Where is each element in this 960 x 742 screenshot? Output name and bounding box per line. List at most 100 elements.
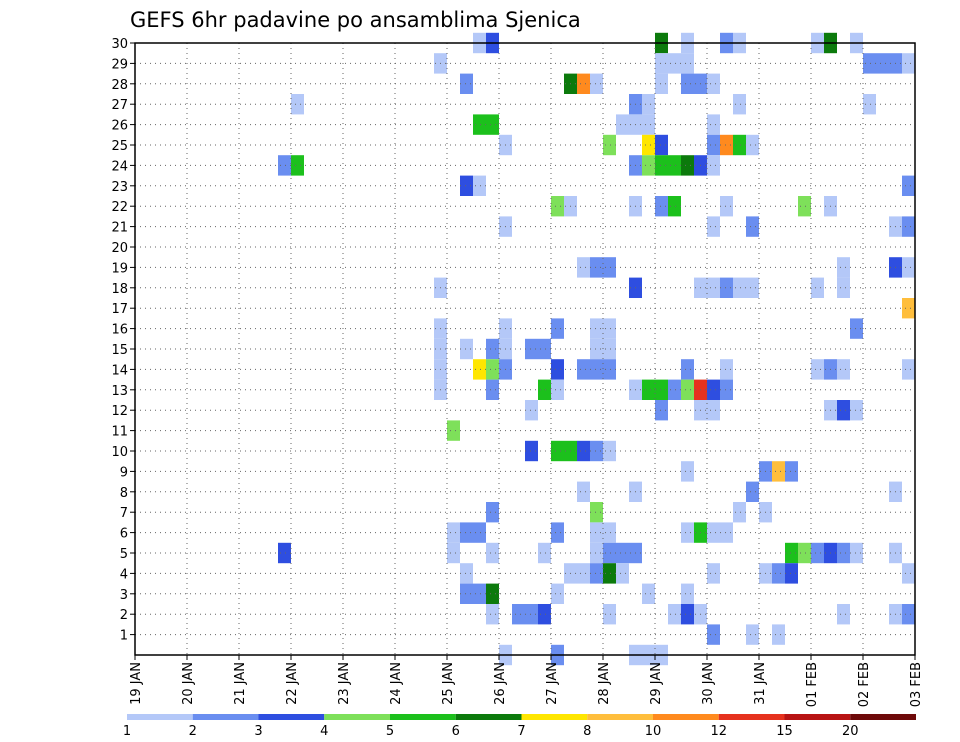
heatmap-cell — [603, 134, 616, 156]
heatmap-cell — [473, 583, 486, 604]
legend-swatch — [850, 714, 916, 720]
x-tick-label: 02 FEB — [857, 662, 872, 707]
heatmap-cell — [902, 175, 915, 196]
heatmap-cell — [785, 461, 798, 482]
heatmap-cell — [707, 277, 720, 298]
y-tick-label: 7 — [120, 506, 128, 521]
heatmap-cell — [837, 359, 850, 380]
heatmap-cell — [720, 359, 733, 380]
heatmap-cell — [577, 359, 590, 380]
heatmap-cell — [603, 542, 616, 564]
heatmap-cell — [902, 53, 915, 74]
heatmap-cell — [707, 522, 720, 543]
y-tick-label: 11 — [111, 425, 128, 440]
legend-label: 3 — [254, 724, 262, 739]
heatmap-cell — [707, 73, 720, 94]
legend-swatch — [324, 714, 390, 720]
heatmap-cell — [486, 583, 499, 604]
heatmap-cell — [707, 624, 720, 645]
heatmap-cell — [551, 522, 564, 543]
heatmap-cell — [746, 216, 759, 237]
heatmap-cell — [642, 379, 655, 400]
heatmap-cell — [837, 542, 850, 564]
heatmap-cell — [447, 542, 460, 564]
heatmap-cell — [616, 542, 629, 564]
heatmap-cell — [642, 114, 655, 135]
heatmap-cell — [681, 379, 694, 400]
heatmap-cell — [772, 563, 785, 584]
heatmap-cell — [642, 583, 655, 604]
heatmap-cell — [655, 379, 668, 400]
legend-swatch — [784, 714, 851, 720]
heatmap-cell — [460, 175, 473, 196]
x-tick-label: 03 FEB — [909, 662, 924, 707]
heatmap-cell — [863, 53, 876, 74]
heatmap-cell — [603, 338, 616, 360]
heatmap-cell — [707, 114, 720, 135]
heatmap-cell — [707, 379, 720, 400]
heatmap-cell — [707, 216, 720, 237]
heatmap-cell — [902, 216, 915, 237]
heatmap-cell — [720, 379, 733, 400]
heatmap-cell — [681, 359, 694, 380]
heatmap-cell — [486, 114, 499, 135]
heatmap-cell — [512, 604, 525, 625]
heatmap-cell — [681, 522, 694, 543]
heatmap-cell — [850, 542, 863, 564]
heatmap-cell — [473, 114, 486, 135]
legend-label: 10 — [645, 724, 662, 739]
heatmap-cell — [291, 94, 304, 115]
y-tick-label: 21 — [111, 221, 128, 236]
heatmap-cell — [577, 481, 590, 502]
x-tick-label: 29 JAN — [649, 662, 664, 705]
heatmap-cell — [681, 461, 694, 482]
heatmap-cell — [681, 155, 694, 176]
x-tick-label: 31 JAN — [753, 662, 768, 705]
heatmap-cell — [681, 73, 694, 94]
heatmap-cell — [616, 114, 629, 135]
legend-swatch — [127, 714, 193, 720]
y-tick-label: 25 — [111, 139, 128, 154]
x-tick-label: 24 JAN — [389, 662, 404, 705]
heatmap-cell — [590, 257, 603, 278]
heatmap-cell — [590, 73, 603, 94]
heatmap-cell — [538, 379, 551, 400]
heatmap-cell — [707, 134, 720, 156]
heatmap-cell — [707, 155, 720, 176]
legend-swatch — [653, 714, 719, 720]
heatmap-cell — [603, 318, 616, 339]
heatmap-cell — [720, 134, 733, 156]
x-tick-label: 26 JAN — [493, 662, 508, 705]
heatmap-cell — [733, 502, 746, 523]
heatmap-cell — [486, 359, 499, 380]
heatmap-cell — [538, 338, 551, 360]
heatmap-cell — [720, 277, 733, 298]
heatmap-cell — [876, 53, 889, 74]
y-tick-label: 5 — [120, 547, 128, 562]
heatmap-cell — [733, 94, 746, 115]
heatmap-cell — [746, 481, 759, 502]
x-tick-label: 28 JAN — [597, 662, 612, 705]
y-tick-label: 27 — [111, 98, 128, 113]
heatmap-cell — [733, 134, 746, 156]
heatmap-cell — [785, 563, 798, 584]
x-tick-label: 23 JAN — [337, 662, 352, 705]
heatmap-cell — [460, 583, 473, 604]
y-tick-label: 15 — [111, 343, 128, 358]
heatmap-cell — [603, 522, 616, 543]
heatmap-cell — [577, 563, 590, 584]
heatmap-cell — [577, 73, 590, 94]
legend-label: 5 — [386, 724, 394, 739]
x-tick-label: 01 FEB — [805, 662, 820, 707]
legend-label: 7 — [517, 724, 525, 739]
heatmap-cell — [577, 440, 590, 462]
heatmap-cell — [538, 542, 551, 564]
heatmap-cell — [486, 338, 499, 360]
heatmap-cell — [603, 440, 616, 462]
heatmap-cell — [642, 94, 655, 115]
heatmap-cell — [616, 563, 629, 584]
heatmap-cell — [551, 379, 564, 400]
heatmap-cell — [655, 53, 668, 74]
heatmap-cell — [811, 542, 824, 564]
